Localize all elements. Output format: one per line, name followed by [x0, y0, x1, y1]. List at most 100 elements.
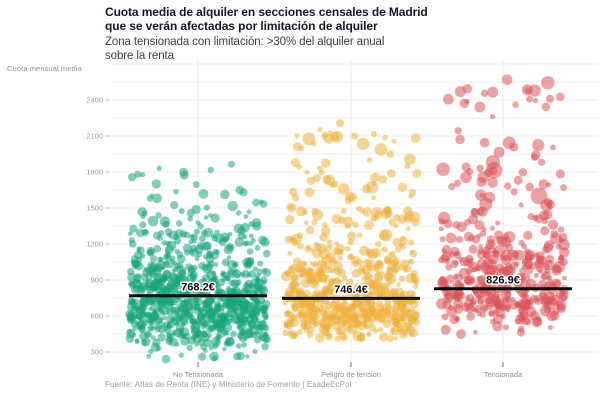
data-point: [394, 246, 402, 253]
data-point: [298, 273, 304, 278]
data-point: [345, 278, 354, 287]
data-point: [191, 204, 201, 214]
data-point: [165, 240, 171, 246]
data-point: [187, 216, 193, 222]
data-point: [388, 252, 393, 257]
data-point: [466, 261, 474, 269]
data-point: [227, 259, 237, 270]
data-point: [257, 260, 264, 267]
data-point: [386, 335, 394, 342]
data-point: [517, 277, 525, 285]
data-point: [193, 228, 200, 235]
data-point: [359, 307, 365, 313]
data-point: [291, 239, 299, 247]
data-point: [479, 303, 489, 313]
data-point: [252, 349, 258, 354]
y-tick-label: 1200: [86, 240, 103, 249]
data-point: [180, 317, 189, 326]
data-point: [521, 258, 529, 265]
data-point: [146, 354, 152, 359]
data-point: [453, 298, 464, 309]
data-point: [501, 249, 513, 262]
data-point: [336, 119, 345, 128]
data-point: [530, 294, 538, 303]
data-point: [550, 144, 556, 151]
data-point: [283, 321, 291, 328]
data-point: [456, 221, 467, 232]
data-point: [179, 230, 187, 238]
data-point: [348, 253, 355, 260]
data-point: [324, 324, 330, 330]
data-point: [341, 320, 348, 327]
data-point: [178, 208, 185, 215]
data-point: [222, 346, 227, 351]
data-point: [157, 321, 166, 330]
data-point: [490, 114, 496, 120]
data-point: [408, 239, 415, 246]
data-point: [555, 243, 562, 250]
data-point: [130, 319, 139, 328]
data-point: [543, 259, 555, 271]
data-point: [230, 330, 237, 338]
data-point: [404, 153, 416, 165]
data-point: [195, 220, 201, 226]
data-point: [306, 267, 315, 277]
data-point: [310, 309, 318, 317]
data-point: [370, 131, 378, 138]
data-point: [482, 284, 494, 296]
data-point: [468, 244, 478, 254]
data-point: [357, 333, 365, 342]
data-point: [321, 131, 328, 138]
data-point: [503, 264, 516, 277]
data-point: [135, 272, 142, 279]
dots-group-2: [436, 74, 570, 339]
data-point: [454, 86, 466, 98]
data-point: [309, 248, 315, 253]
data-point: [455, 134, 465, 145]
data-point: [476, 164, 484, 173]
data-point: [329, 182, 336, 189]
data-point: [236, 351, 245, 361]
data-point: [476, 295, 486, 305]
data-point: [184, 311, 189, 316]
data-point: [235, 273, 241, 279]
y-tick-label: 900: [90, 276, 103, 285]
data-point: [502, 136, 516, 150]
data-point: [216, 328, 227, 338]
data-point: [127, 272, 137, 283]
data-point: [341, 275, 348, 281]
data-point: [517, 325, 525, 333]
data-point: [336, 284, 342, 289]
data-point: [189, 234, 195, 240]
data-point: [291, 315, 296, 320]
data-point: [197, 313, 205, 322]
data-point: [297, 329, 303, 335]
data-point: [141, 210, 148, 217]
data-point: [450, 259, 459, 269]
y-tick-label: 1800: [86, 168, 103, 177]
data-point: [357, 232, 363, 238]
data-point: [184, 249, 191, 256]
data-point: [167, 320, 175, 329]
data-point: [155, 345, 162, 352]
data-point: [303, 327, 310, 333]
data-point: [382, 134, 389, 141]
data-point: [364, 324, 370, 330]
data-point: [448, 182, 456, 191]
data-point: [300, 278, 311, 288]
data-point: [354, 288, 363, 297]
data-point: [171, 268, 177, 274]
data-point: [138, 324, 144, 330]
data-point: [203, 242, 212, 251]
data-point: [305, 226, 315, 235]
data-point: [261, 267, 268, 274]
data-point: [525, 319, 532, 326]
data-point: [335, 244, 345, 254]
data-point: [403, 213, 413, 223]
data-point: [319, 233, 328, 242]
data-point: [226, 242, 235, 252]
data-point: [153, 310, 158, 315]
data-point: [476, 177, 487, 187]
data-point: [400, 316, 405, 322]
